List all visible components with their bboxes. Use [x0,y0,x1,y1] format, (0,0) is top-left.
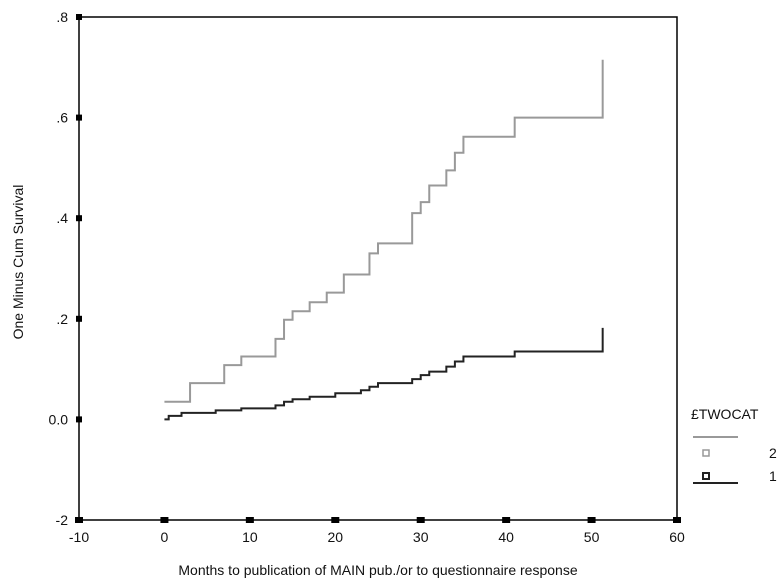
x-tick-label: 50 [584,529,600,545]
legend: £TWOCAT 2 1 [691,406,777,484]
series-line-1 [164,327,604,421]
legend-marker-series-2 [702,449,710,457]
y-tick-mark [76,114,82,121]
y-tick-label: .6 [56,110,68,126]
y-axis-title: One Minus Cum Survival [10,185,26,340]
x-tick-label: 10 [242,529,258,545]
legend-marker-series-1 [702,472,710,480]
x-tick-label: 30 [413,529,429,545]
y-tick-label: .8 [56,9,68,25]
ticks-layer: -10 0 10 20 30 40 50 60 -2 0.0 .2 .4 .6 .8 [49,9,685,545]
plot-frame [78,16,678,521]
y-tick-label: .2 [56,311,68,327]
x-tick-mark [245,517,254,523]
legend-title: £TWOCAT [691,406,759,422]
legend-label-series-2: 2 [769,445,777,461]
x-tick-label: 0 [161,529,169,545]
series-layer [164,59,604,421]
x-tick-mark [673,517,681,523]
y-tick-label: 0.0 [49,411,69,427]
y-tick-mark [76,517,82,523]
x-axis-title: Months to publication of MAIN pub./or to… [178,562,577,578]
x-tick-label: 20 [327,529,343,545]
x-tick-mark [502,517,511,523]
legend-label-series-1: 1 [769,468,777,484]
x-tick-label: 40 [498,529,514,545]
x-tick-label: -10 [69,529,89,545]
y-tick-mark [76,14,82,20]
x-tick-mark [331,517,340,523]
x-tick-mark [587,517,596,523]
y-tick-mark [76,315,82,322]
x-tick-mark [416,517,425,523]
y-tick-label: -2 [56,512,69,528]
x-tick-label: 60 [669,529,685,545]
y-tick-mark [76,416,82,423]
series-line-2 [164,59,604,403]
y-tick-mark [76,215,82,222]
x-tick-mark [160,517,169,523]
y-tick-label: .4 [56,210,68,226]
